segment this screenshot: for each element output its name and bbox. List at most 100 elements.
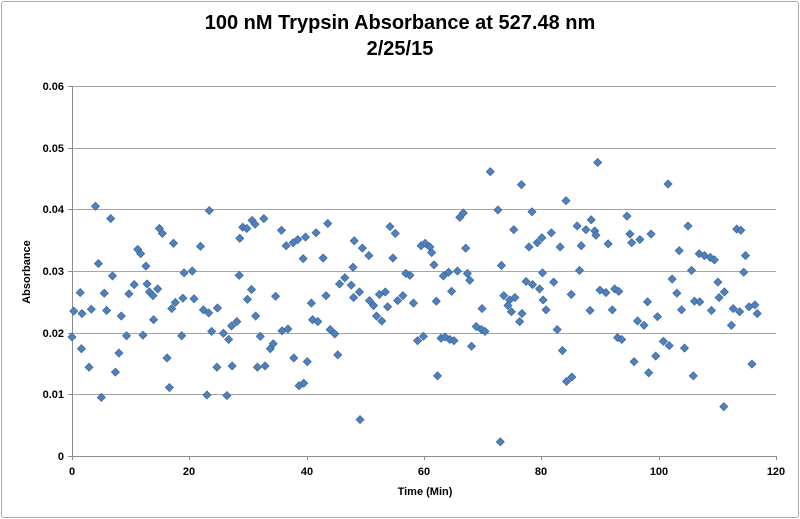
data-point [537, 233, 547, 243]
data-point [452, 266, 463, 276]
data-point [427, 247, 437, 258]
data-point [398, 291, 408, 301]
data-point [465, 275, 475, 285]
data-point [527, 280, 538, 290]
data-point [189, 294, 199, 304]
data-point [458, 208, 468, 218]
data-point [141, 261, 151, 271]
data-point [323, 218, 333, 229]
data-point [586, 215, 596, 225]
data-point [466, 341, 477, 351]
data-point [629, 357, 639, 367]
data-point [207, 326, 217, 336]
data-point [346, 280, 356, 290]
data-point [187, 266, 197, 276]
data-point [67, 332, 77, 342]
data-point [576, 241, 586, 251]
data-point [461, 243, 471, 253]
data-point [302, 357, 312, 367]
data-point [614, 286, 624, 296]
data-point [581, 225, 591, 235]
data-point [561, 196, 571, 206]
x-tick-label: 0 [69, 466, 75, 478]
data-point [227, 361, 237, 371]
data-point [552, 325, 562, 335]
data-point [674, 246, 684, 256]
data-point [538, 295, 548, 305]
data-point [300, 232, 311, 242]
data-point [313, 317, 323, 327]
data-point [106, 214, 116, 224]
data-point [357, 243, 367, 253]
data-point [462, 268, 472, 279]
data-point [377, 316, 387, 326]
data-point [480, 326, 490, 336]
data-point [485, 167, 495, 177]
y-tick-label: 0.02 [43, 328, 64, 340]
data-point [679, 343, 690, 353]
y-tick-label: 0.05 [43, 143, 64, 155]
data-point [506, 307, 516, 317]
data-point [330, 329, 340, 339]
data-point [736, 225, 746, 235]
data-point [289, 353, 299, 363]
x-axis-title: Time (Min) [397, 486, 453, 498]
data-point [260, 361, 270, 371]
data-point [76, 344, 86, 354]
data-point [271, 291, 281, 301]
data-point [255, 331, 265, 341]
data-point [138, 330, 148, 340]
data-point [242, 223, 252, 234]
data-point [719, 402, 729, 412]
data-point [276, 225, 287, 235]
x-tick-label: 20 [183, 466, 195, 478]
data-point [242, 294, 252, 304]
data-point [222, 391, 232, 401]
data-point [713, 277, 723, 287]
data-point [227, 321, 237, 331]
data-point [325, 325, 335, 335]
x-tick-label: 80 [535, 466, 547, 478]
data-point [750, 300, 760, 310]
data-point [136, 249, 146, 259]
chart-title: 100 nM Trypsin Absorbance at 527.48 nm [204, 12, 596, 34]
x-tick-label: 120 [767, 466, 785, 478]
data-point [644, 368, 654, 378]
data-point [164, 382, 174, 393]
data-point [224, 334, 234, 345]
data-point [393, 296, 403, 306]
data-point [549, 277, 559, 287]
data-point [714, 292, 724, 303]
data-point [177, 331, 187, 341]
data-point [688, 371, 698, 381]
data-point [537, 268, 548, 278]
data-point [622, 211, 632, 221]
y-tick-label: 0.01 [43, 389, 64, 401]
data-point [90, 201, 101, 211]
data-point [664, 341, 674, 351]
data-point [752, 308, 762, 319]
data-point [561, 376, 572, 386]
data-point [651, 351, 661, 361]
data-point [148, 315, 159, 325]
data-point [116, 311, 126, 321]
data-point [124, 289, 134, 299]
data-point [728, 304, 738, 314]
data-point [195, 241, 206, 251]
data-point [86, 304, 96, 314]
data-point [281, 241, 291, 251]
data-point [142, 279, 152, 289]
data-point [726, 320, 736, 330]
data-point [585, 305, 595, 316]
data-point [311, 228, 321, 238]
data-point [334, 279, 345, 289]
data-point [107, 271, 118, 281]
data-point [535, 284, 545, 294]
data-point [593, 157, 603, 168]
data-point [218, 328, 228, 338]
data-point [129, 280, 139, 290]
data-point [114, 348, 124, 358]
data-point [432, 371, 443, 381]
data-point [204, 206, 214, 216]
data-point [667, 274, 677, 284]
